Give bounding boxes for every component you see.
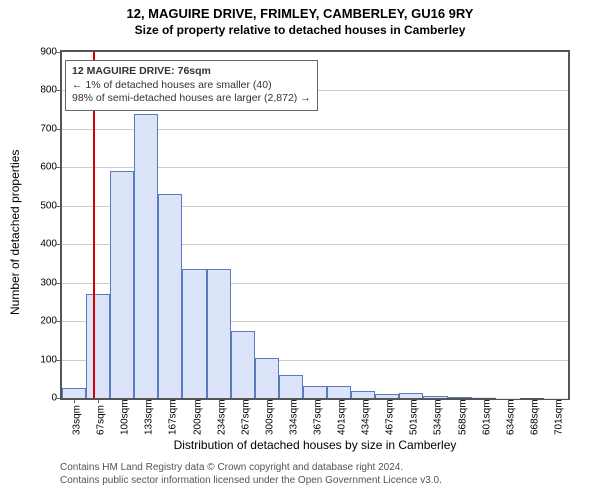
x-tick-label: 167sqm xyxy=(168,399,179,435)
x-tick-label: 467sqm xyxy=(385,399,396,435)
x-tick-label: 133sqm xyxy=(144,399,155,435)
annotation-line-2: 98% of semi-detached houses are larger (… xyxy=(72,92,311,106)
histogram-bar xyxy=(207,269,231,398)
annotation-box: 12 MAGUIRE DRIVE: 76sqm ← 1% of detached… xyxy=(65,60,318,111)
histogram-bar xyxy=(231,331,255,398)
histogram-bar xyxy=(303,386,327,398)
histogram-bar xyxy=(134,114,158,398)
x-tick-label: 634sqm xyxy=(505,399,516,435)
histogram-bar xyxy=(182,269,206,398)
x-tick-label: 701sqm xyxy=(553,399,564,435)
x-tick-label: 67sqm xyxy=(96,405,107,435)
x-tick-label: 367sqm xyxy=(313,399,324,435)
y-tick-label: 500 xyxy=(27,200,57,211)
histogram-bar xyxy=(62,388,86,398)
x-tick-label: 300sqm xyxy=(264,399,275,435)
plot-area: 12 MAGUIRE DRIVE: 76sqm ← 1% of detached… xyxy=(60,50,570,400)
x-tick-label: 668sqm xyxy=(529,399,540,435)
histogram-bar xyxy=(375,394,399,398)
y-tick-label: 300 xyxy=(27,277,57,288)
x-tick-label: 267sqm xyxy=(240,399,251,435)
x-tick-label: 100sqm xyxy=(120,399,131,435)
x-tick-label: 234sqm xyxy=(216,399,227,435)
title-line-1: 12, MAGUIRE DRIVE, FRIMLEY, CAMBERLEY, G… xyxy=(0,6,600,23)
x-tick-label: 568sqm xyxy=(457,399,468,435)
title-line-2: Size of property relative to detached ho… xyxy=(0,23,600,39)
y-tick-label: 400 xyxy=(27,239,57,250)
x-tick-label: 501sqm xyxy=(409,399,420,435)
y-tick-label: 800 xyxy=(27,85,57,96)
x-tick-label: 434sqm xyxy=(361,399,372,435)
attribution-line-1: Contains HM Land Registry data © Crown c… xyxy=(60,462,570,475)
x-tick-label: 534sqm xyxy=(433,399,444,435)
chart-container: 12, MAGUIRE DRIVE, FRIMLEY, CAMBERLEY, G… xyxy=(0,0,600,500)
histogram-bar xyxy=(110,171,134,398)
histogram-bar xyxy=(86,294,110,398)
y-tick-label: 0 xyxy=(27,393,57,404)
histogram-bar xyxy=(399,393,423,398)
x-tick-label: 601sqm xyxy=(481,399,492,435)
attribution-line-2: Contains public sector information licen… xyxy=(60,475,570,488)
annotation-line-1: ← 1% of detached houses are smaller (40) xyxy=(72,79,311,93)
x-axis-label: Distribution of detached houses by size … xyxy=(60,438,570,452)
x-tick-label: 200sqm xyxy=(192,399,203,435)
histogram-bar xyxy=(448,397,472,398)
histogram-bar xyxy=(472,397,496,398)
x-tick-label: 334sqm xyxy=(288,399,299,435)
y-tick-label: 600 xyxy=(27,162,57,173)
y-tick-label: 100 xyxy=(27,354,57,365)
y-tick-label: 900 xyxy=(27,47,57,58)
x-tick-label: 33sqm xyxy=(72,405,83,435)
histogram-bar xyxy=(279,375,303,398)
histogram-bar xyxy=(158,194,182,398)
histogram-bar xyxy=(255,358,279,398)
y-tick-label: 700 xyxy=(27,123,57,134)
annotation-title: 12 MAGUIRE DRIVE: 76sqm xyxy=(72,65,311,79)
attribution: Contains HM Land Registry data © Crown c… xyxy=(60,462,570,487)
histogram-bar xyxy=(327,386,351,398)
y-axis-label: Number of detached properties xyxy=(8,150,22,315)
x-tick-label: 401sqm xyxy=(337,399,348,435)
histogram-bar xyxy=(351,391,375,398)
chart-title: 12, MAGUIRE DRIVE, FRIMLEY, CAMBERLEY, G… xyxy=(0,0,600,38)
histogram-bar xyxy=(423,396,447,398)
y-tick-label: 200 xyxy=(27,316,57,327)
